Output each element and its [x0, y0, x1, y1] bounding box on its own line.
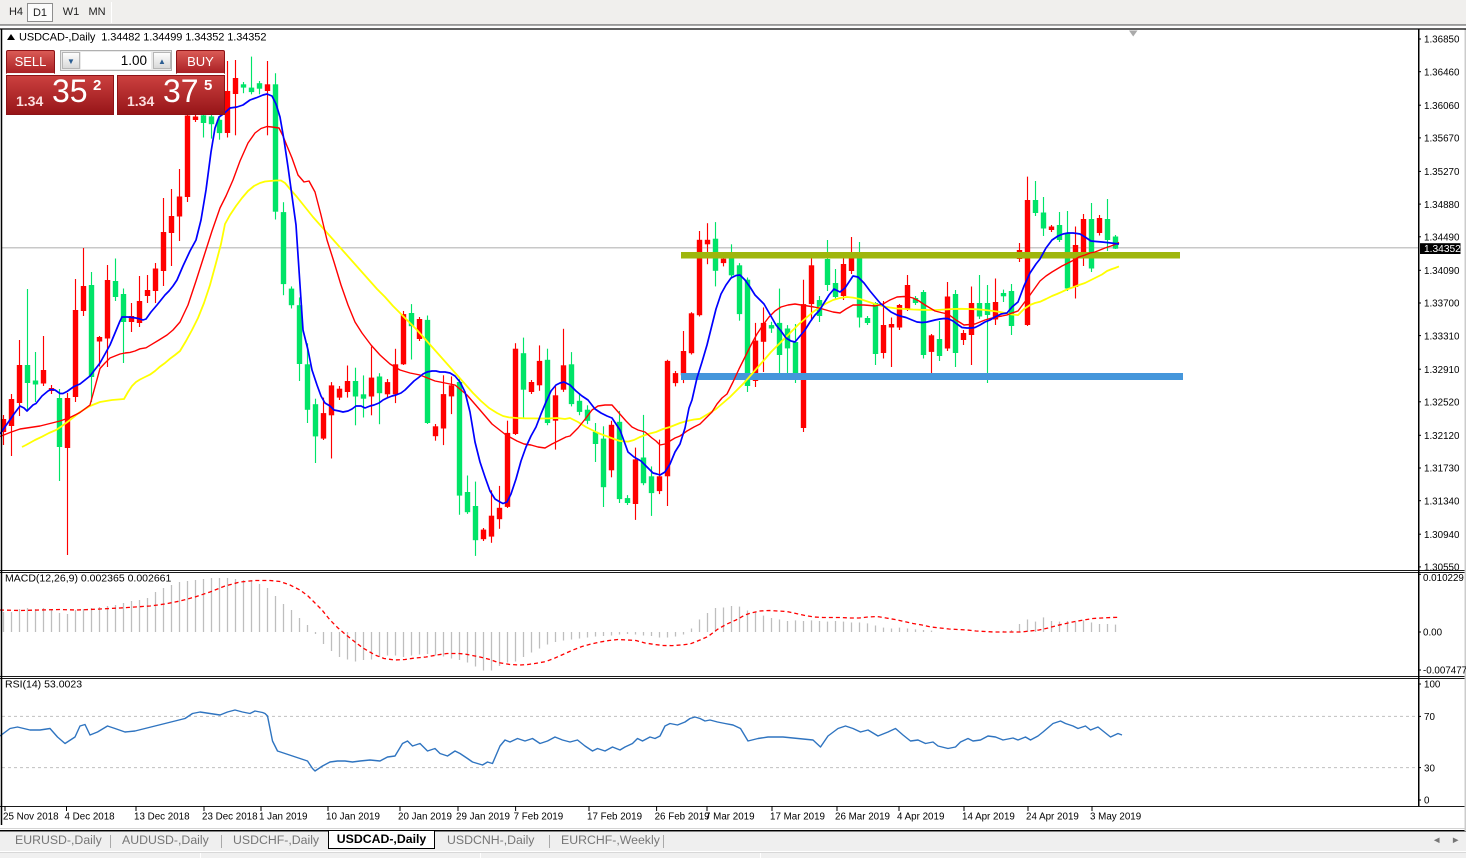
- svg-text:1.34090: 1.34090: [1424, 266, 1460, 277]
- svg-text:25 Nov 2018: 25 Nov 2018: [3, 812, 59, 823]
- svg-text:14 Apr 2019: 14 Apr 2019: [962, 812, 1015, 823]
- svg-text:1.35670: 1.35670: [1424, 134, 1460, 145]
- svg-text:1.34880: 1.34880: [1424, 200, 1460, 211]
- svg-text:0: 0: [1424, 796, 1430, 807]
- svg-text:17 Mar 2019: 17 Mar 2019: [770, 812, 825, 823]
- svg-text:RSI(14) 53.0023: RSI(14) 53.0023: [5, 679, 82, 691]
- svg-text:4 Dec 2018: 4 Dec 2018: [65, 812, 116, 823]
- svg-text:1.36060: 1.36060: [1424, 101, 1460, 112]
- svg-text:1.30550: 1.30550: [1424, 563, 1460, 574]
- svg-text:26 Mar 2019: 26 Mar 2019: [835, 812, 890, 823]
- svg-text:1.32120: 1.32120: [1424, 431, 1460, 442]
- svg-text:1.33700: 1.33700: [1424, 299, 1460, 310]
- svg-text:13 Dec 2018: 13 Dec 2018: [134, 812, 190, 823]
- svg-text:23 Dec 2018: 23 Dec 2018: [202, 812, 258, 823]
- svg-text:20 Jan 2019: 20 Jan 2019: [398, 812, 452, 823]
- svg-text:7 Mar 2019: 7 Mar 2019: [705, 812, 755, 823]
- svg-text:0.010229: 0.010229: [1423, 573, 1464, 584]
- svg-text:1.33310: 1.33310: [1424, 331, 1460, 342]
- svg-text:1.36850: 1.36850: [1424, 35, 1460, 46]
- svg-text:4 Apr 2019: 4 Apr 2019: [897, 812, 944, 823]
- svg-text:7 Feb 2019: 7 Feb 2019: [514, 812, 564, 823]
- svg-text:1.30940: 1.30940: [1424, 530, 1460, 541]
- svg-text:100: 100: [1424, 680, 1441, 691]
- svg-text:26 Feb 2019: 26 Feb 2019: [655, 812, 710, 823]
- svg-text:1.34490: 1.34490: [1424, 233, 1460, 244]
- svg-text:1 Jan 2019: 1 Jan 2019: [259, 812, 307, 823]
- svg-text:1.34352: 1.34352: [1424, 244, 1461, 255]
- svg-text:17 Feb 2019: 17 Feb 2019: [587, 812, 642, 823]
- svg-text:USDCAD-,Daily 1.34482 1.34499: USDCAD-,Daily 1.34482 1.34499 1.34352 1.…: [19, 32, 266, 44]
- svg-text:1.36460: 1.36460: [1424, 67, 1460, 78]
- svg-text:29 Jan 2019: 29 Jan 2019: [456, 812, 510, 823]
- svg-text:24 Apr 2019: 24 Apr 2019: [1026, 812, 1079, 823]
- svg-text:-0.007477: -0.007477: [1423, 666, 1466, 677]
- svg-text:70: 70: [1424, 712, 1435, 723]
- svg-text:30: 30: [1424, 763, 1435, 774]
- svg-text:1.35270: 1.35270: [1424, 167, 1460, 178]
- svg-text:1.32520: 1.32520: [1424, 398, 1460, 409]
- svg-text:1.31340: 1.31340: [1424, 496, 1460, 507]
- svg-text:1.32910: 1.32910: [1424, 365, 1460, 376]
- svg-text:1.31730: 1.31730: [1424, 464, 1460, 475]
- svg-text:10 Jan 2019: 10 Jan 2019: [326, 812, 380, 823]
- svg-text:0.00: 0.00: [1423, 628, 1443, 639]
- svg-text:3 May 2019: 3 May 2019: [1090, 812, 1141, 823]
- svg-text:MACD(12,26,9) 0.002365 0.00266: MACD(12,26,9) 0.002365 0.002661: [5, 573, 172, 585]
